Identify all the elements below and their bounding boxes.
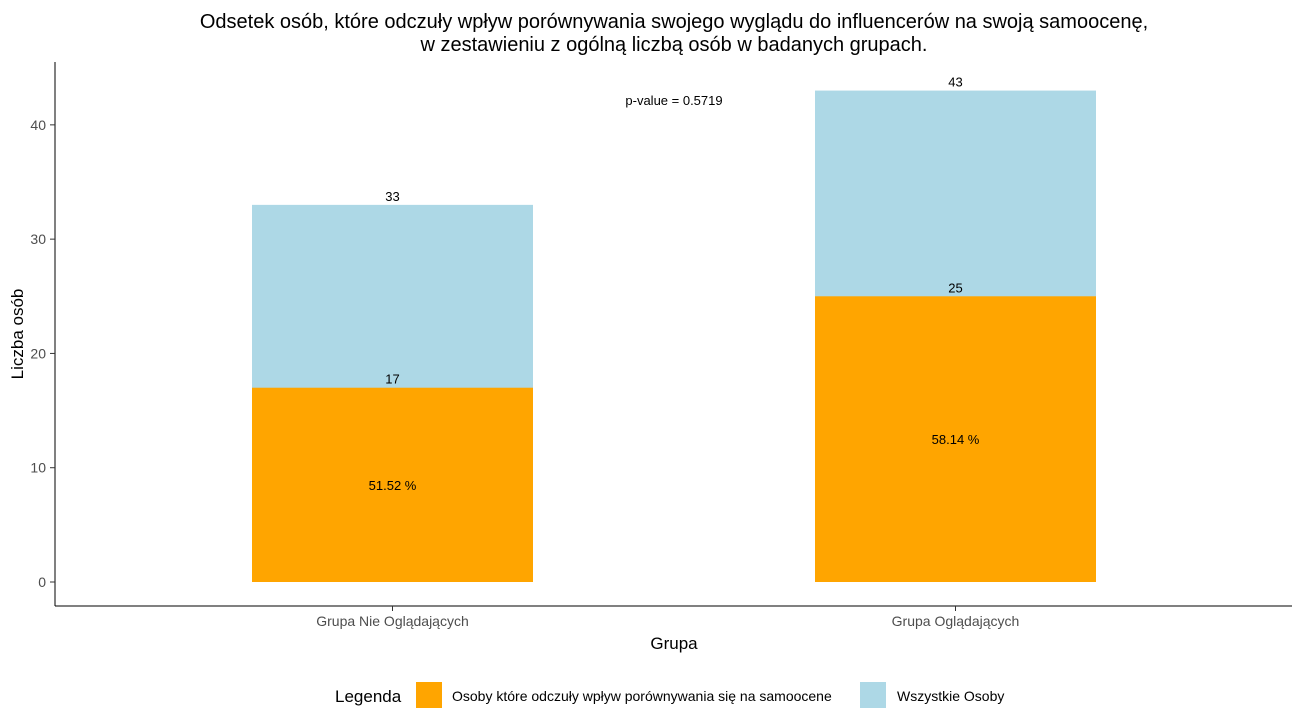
legend-title: Legenda <box>335 687 402 706</box>
chart-title-line2: w zestawieniu z ogólną liczbą osób w bad… <box>420 34 928 56</box>
bar-value-label-total-0: 33 <box>385 189 399 204</box>
y-ticks-group: 0 10 20 30 40 <box>30 117 55 590</box>
bar-value-label-affected-0: 17 <box>385 372 399 387</box>
legend-label-affected: Osoby które odczuły wpływ porównywania s… <box>452 688 832 704</box>
x-tick-label: Grupa Nie Oglądających <box>316 613 469 629</box>
y-tick-label: 0 <box>38 574 46 590</box>
bar-percent-label-0: 51.52 % <box>369 478 417 493</box>
legend: Legenda Osoby które odczuły wpływ porówn… <box>335 682 1004 708</box>
bar-labels-group: 33 43 17 25 51.52 % 58.14 % <box>369 75 980 493</box>
chart-title-line1: Odsetek osób, które odczuły wpływ porówn… <box>200 11 1148 33</box>
bars-group <box>252 90 1096 583</box>
y-axis-title: Liczba osób <box>8 289 27 380</box>
bar-value-label-total-1: 43 <box>948 75 962 90</box>
bar-affected-0 <box>252 387 533 582</box>
x-ticks-group: Grupa Nie Oglądających Grupa Oglądających <box>316 606 1019 629</box>
y-tick-label: 30 <box>30 231 46 247</box>
y-tick-label: 20 <box>30 345 46 361</box>
y-tick-label: 40 <box>30 117 46 133</box>
p-value-annotation: p-value = 0.5719 <box>625 93 722 108</box>
bar-value-label-affected-1: 25 <box>948 280 962 295</box>
bar-affected-1 <box>815 296 1096 582</box>
y-tick-label: 10 <box>30 460 46 476</box>
x-axis-title: Grupa <box>650 634 698 653</box>
legend-swatch-all <box>860 682 886 708</box>
bar-percent-label-1: 58.14 % <box>932 432 980 447</box>
legend-swatch-affected <box>416 682 442 708</box>
legend-label-all: Wszystkie Osoby <box>897 688 1004 704</box>
x-tick-label: Grupa Oglądających <box>892 613 1020 629</box>
